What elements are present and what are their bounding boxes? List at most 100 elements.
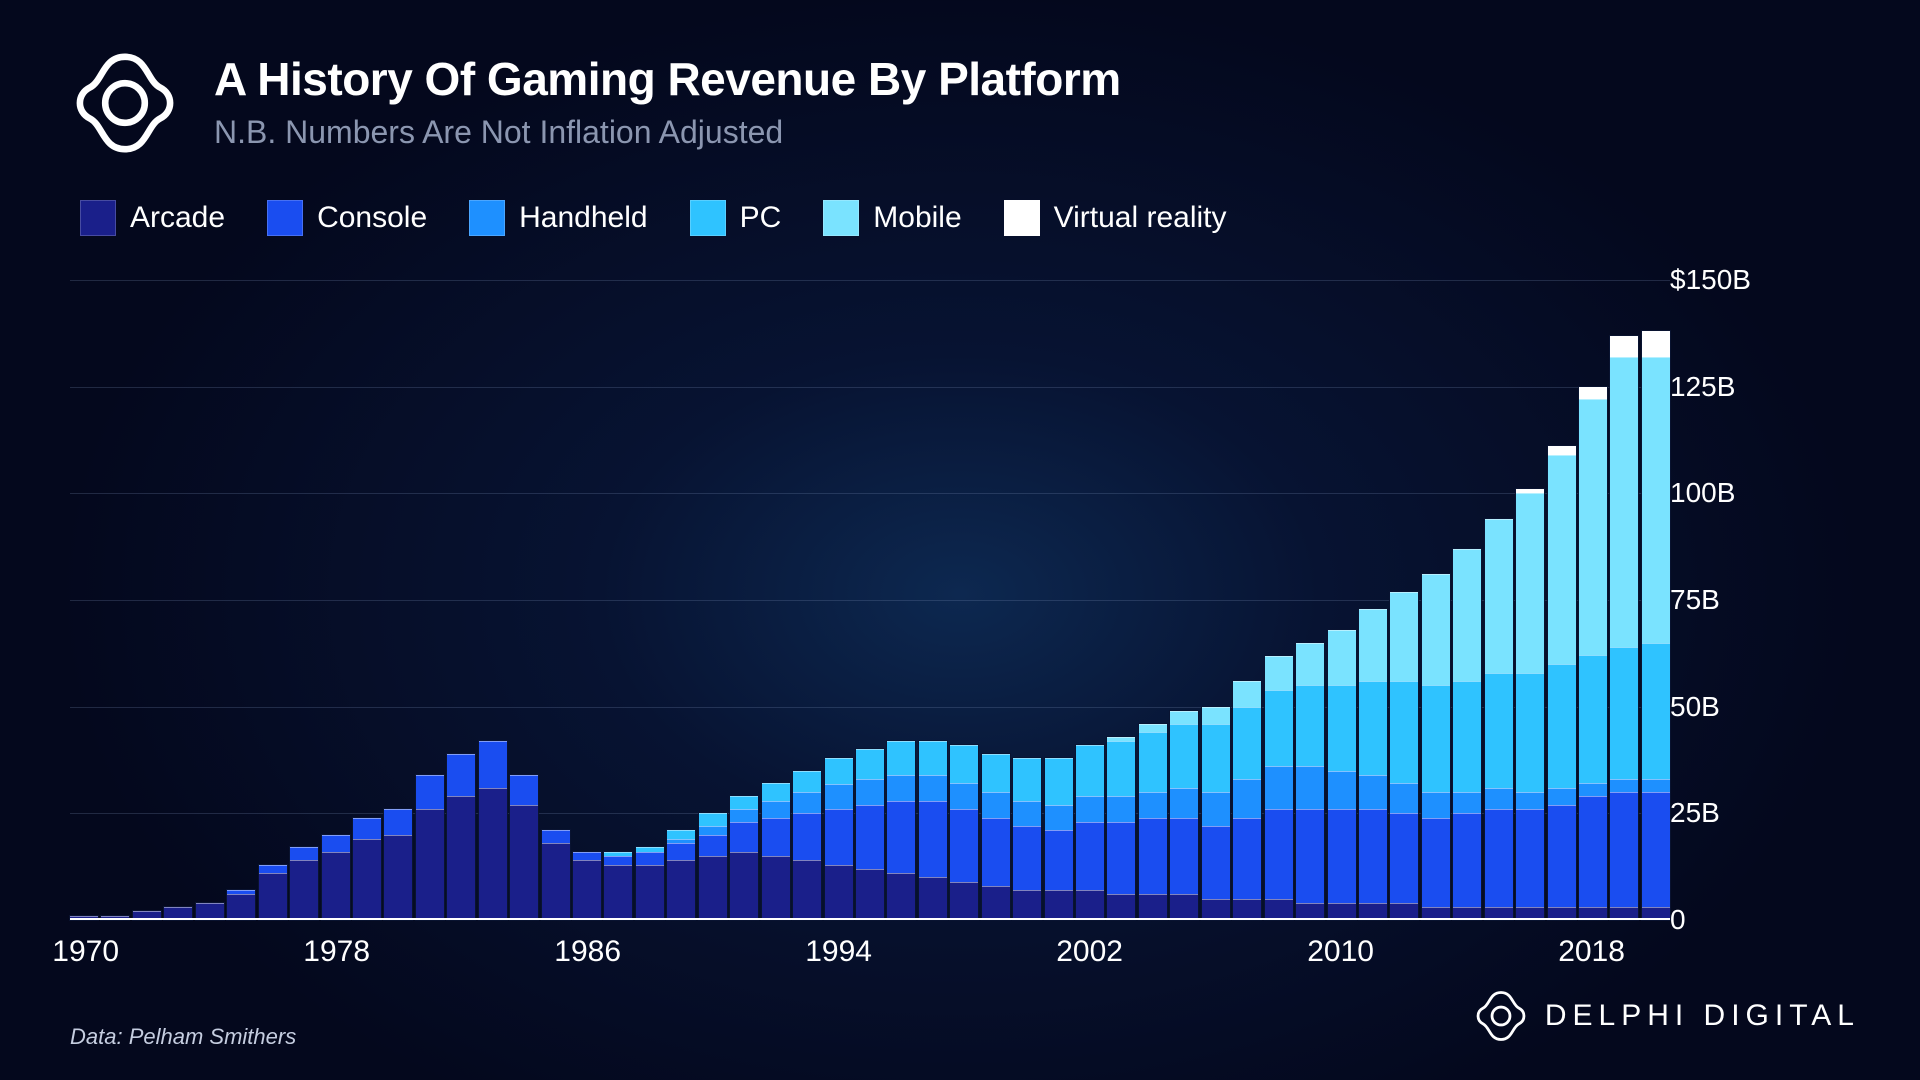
segment-arcade: [1233, 899, 1261, 920]
segment-vr: [1610, 336, 1638, 357]
data-source: Data: Pelham Smithers: [70, 1024, 296, 1050]
segment-console: [1202, 826, 1230, 899]
segment-mobile: [1422, 574, 1450, 685]
segment-pc: [919, 741, 947, 775]
legend-swatch-mobile: [823, 200, 859, 236]
segment-arcade: [416, 809, 444, 920]
segment-pc: [1202, 724, 1230, 792]
bar-2013: [1422, 574, 1450, 920]
segment-console: [1579, 796, 1607, 907]
bar-2016: [1516, 489, 1544, 920]
segment-arcade: [699, 856, 727, 920]
segment-arcade: [510, 805, 538, 920]
segment-pc: [1390, 681, 1418, 783]
segment-arcade: [1045, 890, 1073, 920]
segment-console: [259, 865, 287, 874]
bar-2011: [1359, 609, 1387, 920]
segment-pc: [1579, 655, 1607, 783]
segment-mobile: [1265, 656, 1293, 690]
segment-console: [479, 741, 507, 788]
segment-handheld: [856, 779, 884, 805]
segment-pc: [825, 758, 853, 784]
segment-console: [290, 847, 318, 860]
legend: ArcadeConsoleHandheldPCMobileVirtual rea…: [80, 200, 1255, 236]
segment-vr: [1642, 331, 1670, 357]
segment-arcade: [447, 796, 475, 920]
segment-arcade: [1170, 894, 1198, 920]
bar-1983: [479, 741, 507, 920]
segment-pc: [1610, 647, 1638, 779]
y-tick-label: 0: [1670, 904, 1686, 936]
segment-mobile: [1202, 707, 1230, 724]
bar-1993: [793, 771, 821, 920]
segment-handheld: [762, 801, 790, 818]
chart-title: A History Of Gaming Revenue By Platform: [214, 52, 1121, 106]
legend-label-arcade: Arcade: [130, 201, 225, 235]
segment-mobile: [1610, 357, 1638, 647]
segment-mobile: [1579, 399, 1607, 655]
segment-pc: [1045, 758, 1073, 805]
segment-console: [887, 801, 915, 874]
bar-container: [70, 280, 1670, 920]
segment-handheld: [887, 775, 915, 801]
y-tick-label: 50B: [1670, 691, 1720, 723]
bar-2002: [1076, 745, 1104, 920]
footer-brand: DELPHI DIGITAL: [1473, 988, 1860, 1044]
bar-2014: [1453, 549, 1481, 920]
x-axis-baseline: [70, 918, 1670, 920]
legend-label-mobile: Mobile: [873, 201, 961, 235]
bar-1995: [856, 749, 884, 920]
segment-handheld: [730, 809, 758, 822]
segment-handheld: [1233, 779, 1261, 817]
segment-console: [950, 809, 978, 882]
segment-console: [1107, 822, 1135, 895]
x-tick-label: 2018: [1558, 935, 1625, 969]
bar-1978: [322, 835, 350, 920]
bar-1975: [227, 890, 255, 920]
y-axis: 025B50B75B100B125B$150B: [1670, 280, 1800, 920]
segment-console: [1610, 792, 1638, 907]
segment-handheld: [1485, 788, 1513, 809]
segment-handheld: [1045, 805, 1073, 831]
segment-console: [825, 809, 853, 864]
segment-handheld: [1422, 792, 1450, 818]
segment-console: [856, 805, 884, 869]
segment-console: [353, 818, 381, 839]
segment-arcade: [604, 865, 632, 920]
bar-2017: [1548, 446, 1576, 920]
segment-pc: [1642, 643, 1670, 780]
segment-pc: [762, 783, 790, 800]
bar-1999: [982, 754, 1010, 920]
bar-1987: [604, 852, 632, 920]
segment-arcade: [542, 843, 570, 920]
segment-arcade: [1013, 890, 1041, 920]
segment-arcade: [384, 835, 412, 920]
bar-1992: [762, 783, 790, 920]
bar-1989: [667, 830, 695, 920]
bar-2020: [1642, 331, 1670, 920]
segment-mobile: [1453, 549, 1481, 681]
segment-arcade: [636, 865, 664, 920]
bar-1980: [384, 809, 412, 920]
segment-pc: [887, 741, 915, 775]
segment-console: [1453, 813, 1481, 907]
segment-console: [1485, 809, 1513, 907]
segment-pc: [1516, 673, 1544, 792]
segment-pc: [1265, 690, 1293, 767]
segment-vr: [1548, 446, 1576, 455]
segment-pc: [1453, 681, 1481, 792]
segment-handheld: [1328, 771, 1356, 809]
segment-console: [1422, 818, 1450, 908]
segment-pc: [950, 745, 978, 783]
segment-arcade: [479, 788, 507, 920]
segment-console: [1328, 809, 1356, 903]
segment-handheld: [1642, 779, 1670, 792]
legend-label-console: Console: [317, 201, 427, 235]
segment-handheld: [1139, 792, 1167, 818]
segment-pc: [1328, 685, 1356, 770]
x-tick-label: 1970: [52, 935, 119, 969]
segment-handheld: [1610, 779, 1638, 792]
segment-arcade: [573, 860, 601, 920]
segment-pc: [1107, 741, 1135, 796]
segment-pc: [1296, 685, 1324, 766]
